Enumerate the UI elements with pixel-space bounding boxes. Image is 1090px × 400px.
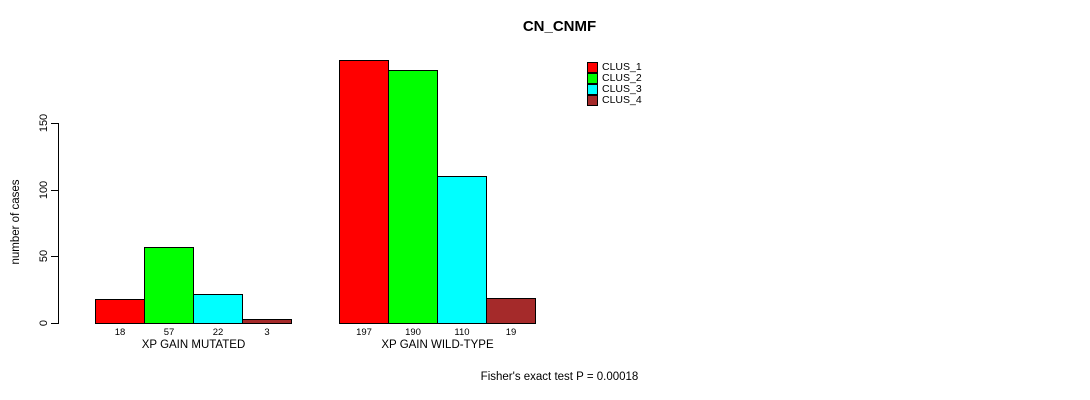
bar-value-label: 197 — [356, 327, 372, 338]
category-label: XP GAIN WILD-TYPE — [381, 339, 494, 351]
legend-swatch-clus_2 — [587, 73, 598, 84]
bar-value-label: 19 — [505, 327, 517, 338]
y-axis-title: number of cases — [10, 179, 22, 265]
bar-value-label: 3 — [264, 327, 270, 338]
bar-clus_3 — [193, 294, 243, 324]
legend-row: CLUS_2 — [587, 73, 642, 84]
legend-label: CLUS_1 — [602, 61, 642, 73]
bar-clus_4 — [486, 298, 536, 324]
legend-label: CLUS_3 — [602, 83, 642, 95]
bar-clus_3 — [437, 176, 487, 324]
bar-clus_2 — [144, 247, 194, 324]
y-tick-mark — [51, 123, 58, 124]
y-tick-label: 150 — [38, 113, 50, 133]
legend-label: CLUS_4 — [602, 94, 642, 106]
bar-value-label: 18 — [114, 327, 126, 338]
bar-clus_1 — [339, 60, 389, 324]
legend-swatch-clus_1 — [587, 62, 598, 73]
legend-row: CLUS_4 — [587, 95, 642, 106]
footnote-fisher-test: Fisher's exact test P = 0.00018 — [480, 371, 639, 383]
bar-clus_2 — [388, 70, 438, 324]
legend-label: CLUS_2 — [602, 72, 642, 84]
bar-clus_4 — [242, 319, 292, 324]
bar-value-label: 110 — [454, 327, 470, 338]
y-tick-mark — [51, 323, 58, 324]
category-label: XP GAIN MUTATED — [141, 339, 246, 351]
legend-swatch-clus_4 — [587, 95, 598, 106]
y-tick-label: 0 — [38, 319, 50, 327]
bar-value-label: 22 — [212, 327, 224, 338]
chart-title: CN_CNMF — [522, 18, 597, 35]
bar-clus_1 — [95, 299, 145, 324]
legend-row: CLUS_1 — [587, 62, 642, 73]
y-tick-mark — [51, 256, 58, 257]
y-tick-mark — [51, 190, 58, 191]
legend-swatch-clus_3 — [587, 84, 598, 95]
legend: CLUS_1 CLUS_2 CLUS_3 CLUS_4 — [587, 62, 642, 106]
bar-value-label: 190 — [405, 327, 421, 338]
legend-row: CLUS_3 — [587, 84, 642, 95]
y-axis-line — [58, 123, 59, 324]
bar-value-label: 57 — [163, 327, 175, 338]
y-tick-label: 100 — [38, 180, 50, 200]
y-tick-label: 50 — [38, 249, 50, 263]
